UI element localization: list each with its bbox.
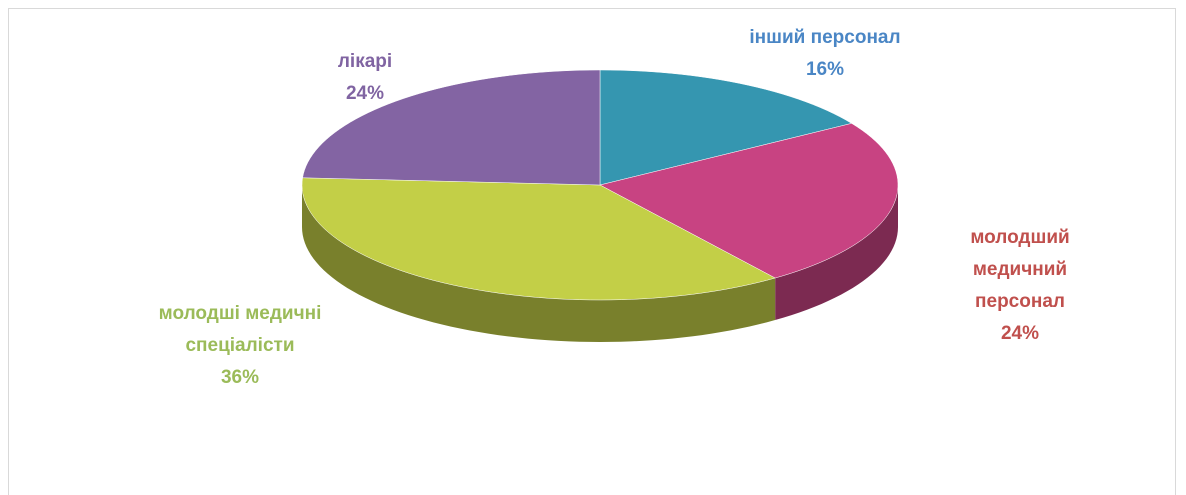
category-label: молодші медичні спеціалісти — [158, 303, 322, 356]
data-label: лікарі 24% — [295, 46, 435, 110]
value-label: 36% — [220, 367, 260, 388]
slice — [301, 177, 776, 301]
data-label: молодший медичний персонал 24% — [930, 222, 1110, 350]
category-label: молодший медичний персонал — [970, 227, 1070, 312]
slice — [599, 69, 853, 186]
slice-side — [775, 185, 898, 321]
value-label: 16% — [805, 59, 845, 80]
data-label: інший персонал 16% — [710, 22, 940, 86]
data-label: молодші медичні спеціалісти 36% — [105, 298, 375, 394]
slice — [302, 69, 601, 186]
value-label: 24% — [1000, 323, 1040, 344]
chart-frame — [8, 8, 1176, 495]
category-label: інший персонал — [749, 27, 901, 48]
slice — [599, 123, 899, 279]
value-label: 24% — [345, 83, 385, 104]
slice-side — [302, 185, 776, 342]
category-label: лікарі — [337, 51, 393, 72]
